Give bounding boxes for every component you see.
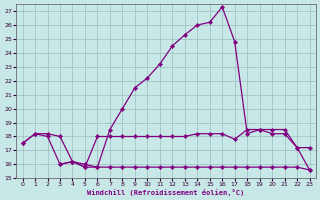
X-axis label: Windchill (Refroidissement éolien,°C): Windchill (Refroidissement éolien,°C) <box>87 189 245 196</box>
